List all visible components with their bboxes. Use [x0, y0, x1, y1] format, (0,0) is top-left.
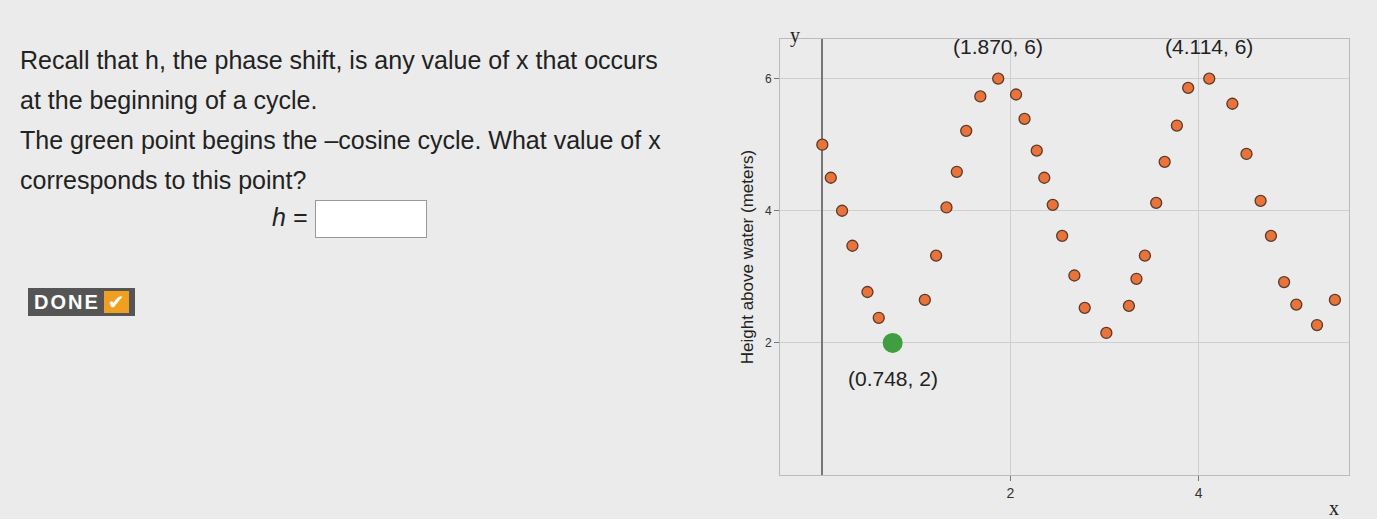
svg-text:2: 2 [765, 336, 772, 350]
svg-text:4: 4 [765, 204, 772, 218]
html-text:Recall that h, the phase shift: Recall that h, the phase shift, is any v… [20, 46, 658, 114]
svg-text:2: 2 [1007, 485, 1015, 501]
svg-text:(1.870, 6): (1.870, 6) [953, 35, 1043, 58]
svg-text:6: 6 [765, 72, 772, 86]
html-text:The green point begins the –co: The green point begins the –cosine cycle… [20, 126, 661, 194]
svg-text:Height above water (meters): Height above water (meters) [738, 150, 757, 364]
svg-text:y: y [790, 24, 800, 47]
svg-text:(4.114, 6): (4.114, 6) [1165, 35, 1253, 58]
svg-text:4: 4 [1195, 485, 1203, 501]
svg-text:x: x [1329, 497, 1339, 519]
html-text:h =: h = [272, 202, 308, 231]
html-text:DONE ✔: DONE ✔ [34, 291, 125, 313]
svg-text:(0.748, 2): (0.748, 2) [848, 367, 938, 390]
